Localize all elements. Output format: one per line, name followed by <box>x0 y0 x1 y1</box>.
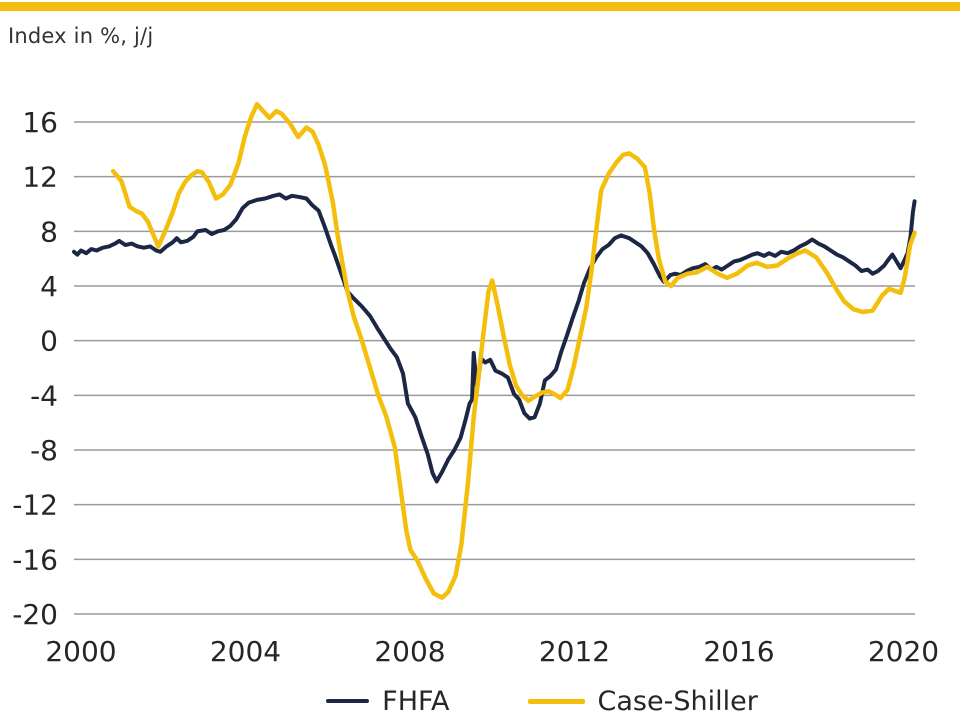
y-tick-label--20: -20 <box>12 598 58 631</box>
chart-title: Index in %, j/j <box>8 24 154 48</box>
legend-item-fhfa: FHFA <box>326 685 450 717</box>
y-tick-label-16: 16 <box>22 106 58 139</box>
series-line-case-shiller <box>110 101 917 600</box>
accent-bar <box>0 2 960 11</box>
y-tick-label--12: -12 <box>12 489 58 522</box>
fhfa-line-swatch <box>326 699 370 703</box>
y-tick-label--8: -8 <box>30 434 58 467</box>
x-tick-label-2000: 2000 <box>45 635 116 668</box>
case-shiller-line-swatch <box>527 698 585 704</box>
y-tick-label--4: -4 <box>30 379 58 412</box>
chart-legend: FHFA Case-Shiller <box>62 684 960 718</box>
x-tick-label-2016: 2016 <box>703 635 774 668</box>
legend-item-case-shiller: Case-Shiller <box>527 685 758 717</box>
y-tick-label--16: -16 <box>12 543 58 576</box>
x-tick-label-2020: 2020 <box>868 635 939 668</box>
y-tick-label-8: 8 <box>40 215 58 248</box>
x-tick-label-2004: 2004 <box>210 635 281 668</box>
series-line-fhfa <box>72 192 917 484</box>
y-tick-label-12: 12 <box>22 161 58 194</box>
x-tick-label-2012: 2012 <box>539 635 610 668</box>
legend-label-case-shiller: Case-Shiller <box>597 685 758 717</box>
y-tick-label-4: 4 <box>40 270 58 303</box>
legend-label-fhfa: FHFA <box>382 685 450 717</box>
x-tick-label-2008: 2008 <box>374 635 445 668</box>
y-tick-label-0: 0 <box>40 325 58 358</box>
